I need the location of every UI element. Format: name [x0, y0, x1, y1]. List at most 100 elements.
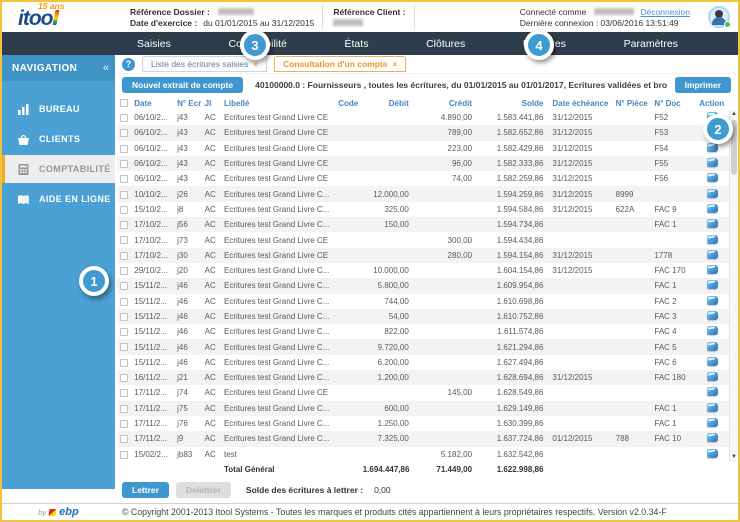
journal-document-icon[interactable]	[707, 234, 719, 244]
row-checkbox[interactable]	[120, 435, 128, 444]
table-row[interactable]: 17/10/2... j56 AC Ecritures test Grand Livr…	[117, 217, 729, 233]
journal-document-icon[interactable]	[707, 203, 719, 213]
row-checkbox[interactable]	[120, 114, 128, 123]
row-checkbox[interactable]	[120, 267, 128, 275]
scroll-up-icon[interactable]: ▲	[731, 111, 737, 117]
col-echeance[interactable]: Date échéance	[552, 98, 609, 108]
table-row[interactable]: 17/10/2... j30 AC Ecritures test Grand Livr…	[117, 247, 729, 263]
vertical-scrollbar[interactable]: ▲ ▼	[729, 110, 738, 462]
table-row[interactable]: 15/11/2... j46 AC Ecritures test Grand Livr…	[117, 308, 729, 325]
lettrer-button[interactable]: Lettrer	[122, 482, 169, 499]
journal-document-icon[interactable]	[707, 402, 719, 412]
row-checkbox[interactable]	[120, 175, 128, 184]
journal-document-icon[interactable]	[707, 295, 719, 305]
table-row[interactable]: 17/11/2... j74 AC Ecritures test Grand Livr…	[117, 385, 729, 400]
row-checkbox[interactable]	[120, 389, 128, 398]
row-checkbox[interactable]	[120, 282, 128, 291]
table-row[interactable]: 17/11/2... j76 AC Ecritures test Grand Livr…	[117, 416, 729, 431]
table-row[interactable]: 15/11/2... j46 AC Ecritures test Grand Livr…	[117, 294, 729, 309]
table-row[interactable]: 17/10/2... j73 AC Ecritures test Grand Livr…	[117, 232, 729, 247]
logout-link[interactable]: Déconnexion	[640, 6, 690, 17]
col-doc[interactable]: N° Doc	[654, 98, 681, 108]
menu-item-clotures[interactable]: Clôtures	[426, 37, 466, 50]
col-date[interactable]: Date	[134, 98, 152, 108]
table-row[interactable]: 06/10/2... j43 AC Ecritures test Grand Livr…	[117, 110, 729, 125]
journal-document-icon[interactable]	[707, 387, 719, 397]
row-checkbox[interactable]	[120, 251, 128, 260]
sidebar-collapse-icon[interactable]: «	[102, 62, 109, 74]
col-action[interactable]: Action	[699, 98, 725, 108]
select-all-checkbox[interactable]	[120, 99, 128, 108]
sidebar-item-aide[interactable]: AIDE EN LIGNE	[2, 185, 115, 213]
table-row[interactable]: 06/10/2... j43 AC Ecritures test Grand Livr…	[117, 141, 729, 156]
table-row[interactable]: 17/11/2... j75 AC Ecritures test Grand Livr…	[117, 400, 729, 416]
table-row[interactable]: 06/10/2... j43 AC Ecritures test Grand Livr…	[117, 155, 729, 172]
table-row[interactable]: 06/10/2... j43 AC Ecritures test Grand Livr…	[117, 125, 729, 141]
journal-document-icon[interactable]	[707, 372, 719, 382]
col-jl[interactable]: Jl	[204, 98, 212, 108]
tab-liste-ecritures[interactable]: Liste des écritures saisies ×	[142, 56, 267, 72]
journal-document-icon[interactable]	[707, 158, 719, 168]
row-checkbox[interactable]	[120, 144, 128, 153]
sidebar-item-clients[interactable]: CLIENTS	[2, 125, 115, 153]
table-row[interactable]: 15/11/2... j46 AC Ecritures test Grand Livr…	[117, 324, 729, 339]
table-row[interactable]: 29/10/2... j20 AC Ecritures test Grand Livr…	[117, 263, 729, 278]
journal-document-icon[interactable]	[707, 311, 719, 320]
table-row[interactable]: 15/11/2... j46 AC Ecritures test Grand Livr…	[117, 355, 729, 370]
row-checkbox[interactable]	[120, 312, 128, 321]
journal-document-icon[interactable]	[707, 265, 719, 275]
row-checkbox[interactable]	[120, 343, 128, 352]
tab-consultation-compte[interactable]: Consultation d'un compte ×	[274, 56, 407, 72]
col-libelle[interactable]: Libellé	[224, 98, 250, 108]
col-piece[interactable]: N° Pièce	[615, 98, 648, 108]
row-checkbox[interactable]	[120, 404, 128, 413]
table-row[interactable]: 16/11/2... j21 AC Ecritures test Grand Livr…	[117, 370, 729, 386]
journal-document-icon[interactable]	[707, 280, 719, 290]
col-credit[interactable]: Crédit	[448, 98, 473, 108]
menu-item-parametres[interactable]: Paramètres	[623, 37, 678, 50]
journal-document-icon[interactable]	[707, 249, 719, 259]
table-row[interactable]: 15/02/2... jb83 AC test 5.182,00 1.632.542,86	[117, 447, 729, 462]
row-checkbox[interactable]	[120, 358, 128, 367]
row-checkbox[interactable]	[120, 159, 128, 168]
user-avatar[interactable]	[708, 6, 731, 28]
sidebar-item-comptabilite[interactable]: COMPTABILITÉ	[2, 155, 115, 183]
scrollbar-thumb[interactable]	[731, 120, 737, 175]
col-code[interactable]: Code	[338, 98, 359, 108]
tab-close-icon[interactable]: ×	[253, 59, 258, 69]
journal-document-icon[interactable]	[707, 433, 719, 443]
table-row[interactable]: 17/11/2... j9 AC Ecritures test Grand Livre…	[117, 431, 729, 447]
row-checkbox[interactable]	[120, 236, 128, 245]
journal-document-icon[interactable]	[707, 418, 719, 428]
journal-document-icon[interactable]	[707, 326, 719, 336]
table-row[interactable]: 15/10/2... j8 AC Ecritures test Grand Livre…	[117, 202, 729, 217]
table-row[interactable]: 15/11/2... j46 AC Ecritures test Grand Livr…	[117, 339, 729, 355]
row-checkbox[interactable]	[120, 129, 128, 138]
row-checkbox[interactable]	[120, 221, 128, 230]
menu-item-saisies[interactable]: Saisies	[137, 37, 171, 50]
print-button[interactable]: Imprimer	[674, 77, 731, 93]
col-num-ecr[interactable]: N° Ecr	[177, 98, 202, 108]
journal-document-icon[interactable]	[707, 188, 719, 198]
col-solde[interactable]: Solde	[521, 98, 544, 108]
menu-item-etats[interactable]: États	[344, 37, 369, 50]
table-row[interactable]: 15/11/2... j46 AC Ecritures test Grand Livr…	[117, 278, 729, 294]
journal-document-icon[interactable]	[707, 341, 719, 351]
journal-document-icon[interactable]	[707, 142, 719, 152]
row-checkbox[interactable]	[120, 328, 128, 337]
row-checkbox[interactable]	[120, 374, 128, 383]
journal-document-icon[interactable]	[707, 219, 719, 229]
journal-document-icon[interactable]	[707, 448, 719, 458]
col-debit[interactable]: Débit	[388, 98, 409, 108]
scroll-down-icon[interactable]: ▼	[731, 454, 737, 460]
tab-close-icon[interactable]: ×	[392, 59, 398, 69]
table-row[interactable]: 10/10/2... j26 AC Ecritures test Grand Livr…	[117, 186, 729, 202]
journal-document-icon[interactable]	[707, 356, 719, 366]
help-icon[interactable]: ?	[122, 57, 135, 71]
row-checkbox[interactable]	[120, 190, 128, 199]
row-checkbox[interactable]	[120, 419, 128, 428]
sidebar-item-bureau[interactable]: BUREAU	[2, 95, 115, 123]
row-checkbox[interactable]	[120, 205, 128, 214]
journal-document-icon[interactable]	[707, 173, 719, 183]
row-checkbox[interactable]	[120, 450, 128, 459]
